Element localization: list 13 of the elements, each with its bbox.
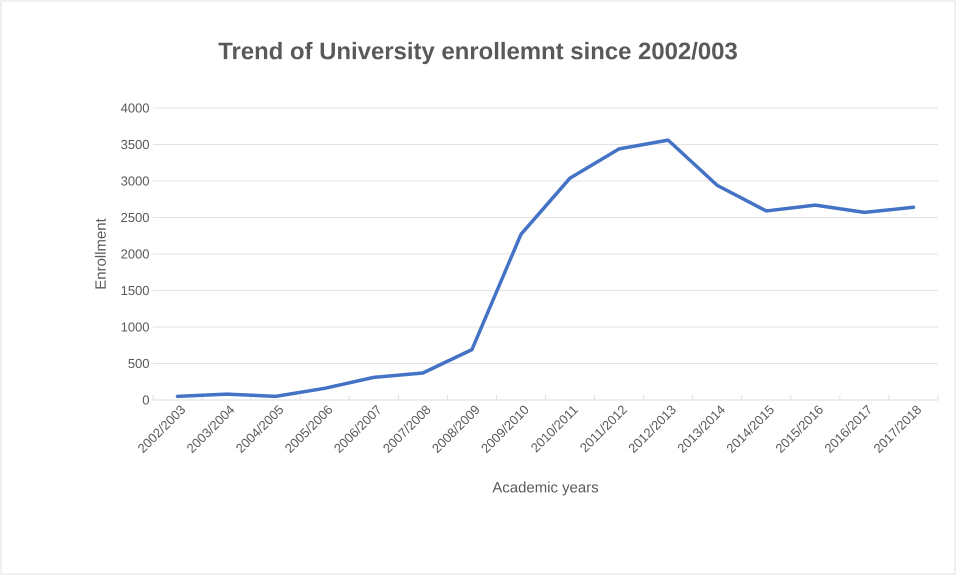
chart-title: Trend of University enrollemnt since 2002/003 [218, 42, 737, 64]
y-tick-label: 500 [128, 358, 149, 368]
x-axis-title: Academic years [492, 482, 598, 496]
y-tick-label: 1000 [122, 322, 149, 332]
y-tick-label: 0 [142, 395, 149, 405]
y-axis-title: Enrollment [94, 218, 106, 288]
line-series [176, 138, 916, 398]
y-tick-label: 2000 [121, 249, 149, 259]
y-tick-label: 3000 [121, 176, 149, 186]
y-tick-label: 1500 [122, 286, 149, 296]
y-tick-label: 2500 [121, 212, 149, 222]
y-tick-label: 3500 [121, 140, 149, 150]
y-tick-label: 4000 [120, 103, 149, 113]
